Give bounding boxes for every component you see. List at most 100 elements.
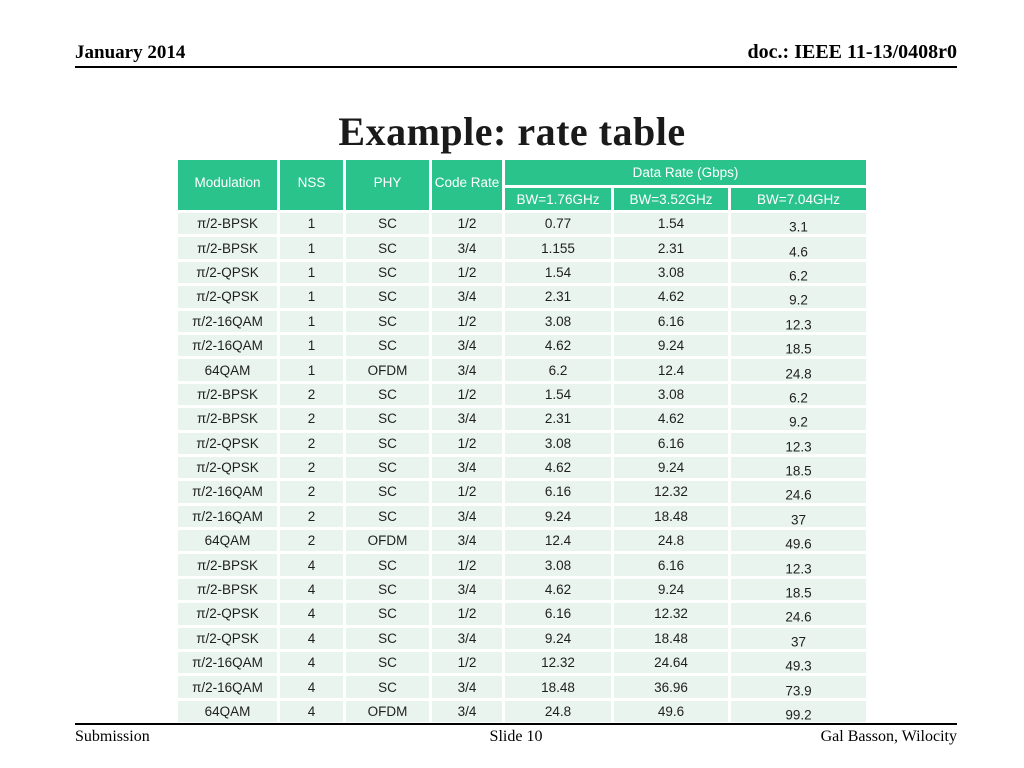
- rate-table: Modulation NSS PHY Code Rate Data Rate (…: [175, 157, 869, 725]
- cell-code-rate: 3/4: [432, 676, 502, 698]
- rate-row: π/2-BPSK 1 SC 1/2 0.77 1.54 3.1: [178, 213, 866, 235]
- cell-modulation: π/2-QPSK: [178, 603, 277, 625]
- cell-bw-3-52: 6.16: [614, 310, 728, 332]
- cell-bw-1-76: 6.2: [505, 359, 611, 381]
- cell-code-rate: 1/2: [432, 213, 502, 235]
- cell-phy: SC: [346, 383, 429, 406]
- page-title: Example: rate table: [338, 109, 686, 154]
- cell-phy: SC: [346, 481, 429, 503]
- rate-row: π/2-16QAM 2 SC 1/2 6.16 12.32 24.6: [178, 481, 866, 503]
- cell-bw-1-76: 24.8: [505, 700, 611, 723]
- cell-code-rate: 3/4: [432, 237, 502, 259]
- cell-modulation: π/2-16QAM: [178, 310, 277, 332]
- cell-bw-7-04: 24.6: [731, 481, 866, 503]
- cell-bw-1-76: 3.08: [505, 432, 611, 454]
- rate-row: π/2-QPSK 2 SC 1/2 3.08 6.16 12.3: [178, 432, 866, 454]
- cell-bw-3-52: 4.62: [614, 286, 728, 308]
- cell-modulation: π/2-16QAM: [178, 481, 277, 503]
- cell-bw-7-04: 24.8: [731, 359, 866, 381]
- cell-bw-1-76: 4.62: [505, 334, 611, 357]
- cell-bw-7-04: 18.5: [731, 456, 866, 479]
- cell-nss: 4: [280, 700, 343, 723]
- rate-row: π/2-16QAM 4 SC 1/2 12.32 24.64 49.3: [178, 652, 866, 674]
- rate-row: π/2-BPSK 1 SC 3/4 1.155 2.31 4.6: [178, 237, 866, 259]
- cell-bw-7-04: 3.1: [731, 213, 866, 235]
- cell-nss: 1: [280, 261, 343, 284]
- rate-row: π/2-16QAM 2 SC 3/4 9.24 18.48 37: [178, 505, 866, 528]
- rate-row: 64QAM 1 OFDM 3/4 6.2 12.4 24.8: [178, 359, 866, 381]
- cell-nss: 4: [280, 578, 343, 601]
- cell-bw-3-52: 12.32: [614, 481, 728, 503]
- cell-bw-7-04: 9.2: [731, 286, 866, 308]
- cell-modulation: π/2-BPSK: [178, 578, 277, 601]
- cell-modulation: π/2-16QAM: [178, 652, 277, 674]
- cell-modulation: π/2-16QAM: [178, 676, 277, 698]
- cell-bw-1-76: 2.31: [505, 286, 611, 308]
- cell-bw-1-76: 2.31: [505, 408, 611, 430]
- cell-bw-3-52: 4.62: [614, 408, 728, 430]
- cell-phy: SC: [346, 652, 429, 674]
- slide-header: January 2014 doc.: IEEE 11-13/0408r0: [75, 34, 957, 68]
- rate-row: π/2-16QAM 1 SC 1/2 3.08 6.16 12.3: [178, 310, 866, 332]
- cell-nss: 4: [280, 676, 343, 698]
- cell-bw-3-52: 3.08: [614, 383, 728, 406]
- cell-code-rate: 3/4: [432, 456, 502, 479]
- rate-table-head: Modulation NSS PHY Code Rate Data Rate (…: [178, 160, 866, 210]
- cell-bw-1-76: 3.08: [505, 310, 611, 332]
- footer-author: Gal Basson, Wilocity: [820, 728, 957, 745]
- cell-phy: SC: [346, 627, 429, 650]
- cell-nss: 2: [280, 383, 343, 406]
- header-date: January 2014: [75, 42, 186, 63]
- cell-modulation: π/2-QPSK: [178, 627, 277, 650]
- cell-modulation: π/2-BPSK: [178, 237, 277, 259]
- cell-bw-1-76: 1.155: [505, 237, 611, 259]
- cell-nss: 4: [280, 554, 343, 576]
- cell-bw-1-76: 12.32: [505, 652, 611, 674]
- cell-phy: OFDM: [346, 530, 429, 552]
- slide-footer: Submission Slide 10 Gal Basson, Wilocity: [75, 723, 957, 746]
- cell-nss: 1: [280, 359, 343, 381]
- cell-modulation: π/2-BPSK: [178, 383, 277, 406]
- cell-code-rate: 1/2: [432, 261, 502, 284]
- cell-bw-1-76: 9.24: [505, 505, 611, 528]
- cell-bw-7-04: 9.2: [731, 408, 866, 430]
- cell-phy: SC: [346, 334, 429, 357]
- cell-code-rate: 1/2: [432, 603, 502, 625]
- cell-bw-1-76: 6.16: [505, 603, 611, 625]
- cell-nss: 1: [280, 286, 343, 308]
- column-header-bw-7-04: BW=7.04GHz: [731, 188, 866, 210]
- cell-bw-3-52: 12.4: [614, 359, 728, 381]
- cell-bw-3-52: 6.16: [614, 554, 728, 576]
- cell-modulation: π/2-BPSK: [178, 213, 277, 235]
- rate-table-body: π/2-BPSK 1 SC 1/2 0.77 1.54 3.1 π/2-BPSK 1 SC 3/4 1…: [178, 213, 866, 723]
- cell-phy: OFDM: [346, 700, 429, 723]
- cell-nss: 2: [280, 408, 343, 430]
- cell-bw-3-52: 24.64: [614, 652, 728, 674]
- cell-phy: SC: [346, 286, 429, 308]
- cell-bw-3-52: 6.16: [614, 432, 728, 454]
- cell-phy: SC: [346, 505, 429, 528]
- cell-modulation: 64QAM: [178, 530, 277, 552]
- cell-phy: SC: [346, 578, 429, 601]
- cell-bw-3-52: 12.32: [614, 603, 728, 625]
- cell-bw-7-04: 4.6: [731, 237, 866, 259]
- cell-phy: SC: [346, 213, 429, 235]
- column-header-data-rate-group: Data Rate (Gbps): [505, 160, 866, 185]
- cell-nss: 1: [280, 237, 343, 259]
- cell-code-rate: 1/2: [432, 383, 502, 406]
- cell-phy: SC: [346, 310, 429, 332]
- cell-bw-7-04: 6.2: [731, 261, 866, 284]
- cell-code-rate: 3/4: [432, 408, 502, 430]
- cell-modulation: π/2-BPSK: [178, 408, 277, 430]
- cell-modulation: π/2-QPSK: [178, 456, 277, 479]
- cell-bw-7-04: 99.2: [731, 700, 866, 723]
- cell-bw-1-76: 6.16: [505, 481, 611, 503]
- column-header-bw-1-76: BW=1.76GHz: [505, 188, 611, 210]
- rate-table-container: Modulation NSS PHY Code Rate Data Rate (…: [175, 157, 869, 725]
- cell-bw-7-04: 12.3: [731, 310, 866, 332]
- cell-bw-1-76: 4.62: [505, 578, 611, 601]
- column-header-nss: NSS: [280, 160, 343, 210]
- cell-nss: 4: [280, 652, 343, 674]
- column-header-phy: PHY: [346, 160, 429, 210]
